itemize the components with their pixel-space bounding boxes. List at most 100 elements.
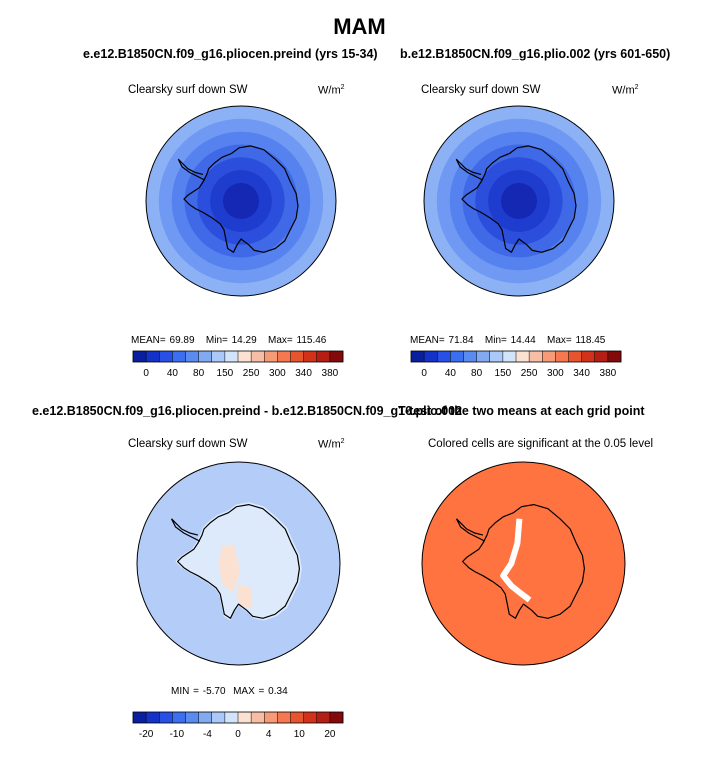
panel-1-colorbar-tick-label-7: 380 — [322, 368, 339, 379]
panel-1-colorbar-swatch-2 — [159, 351, 173, 362]
panel-2-map-map-border — [423, 105, 615, 297]
panel-2-colorbar-swatch-14 — [594, 351, 609, 362]
panel-1-colorbar-tick-label-3: 150 — [217, 368, 234, 379]
panel-2-map-ring-6 — [501, 183, 537, 219]
panel-3-colorbar-tick-label-4: 4 — [266, 729, 272, 740]
panel-3-colorbar-swatch-14 — [316, 712, 331, 723]
panel-1-colorbar: 0 40 80 150 250 300 340 380 — [132, 350, 344, 379]
panel-1-map — [145, 105, 337, 297]
panel-3-colorbar-swatch-1 — [146, 712, 160, 723]
panel-1-colorbar-swatch-12 — [290, 351, 304, 362]
panel-3-colorbar-tick-label-6: 20 — [324, 729, 336, 740]
panel-3-map — [136, 461, 341, 666]
panel-1-colorbar-swatch-1 — [146, 351, 160, 362]
panel-2-colorbar-swatch-2 — [437, 351, 451, 362]
panel-3-colorbar-tick-label-0: -20 — [139, 729, 154, 740]
panel-1-min-label: Min= — [205, 335, 228, 346]
panel-1-colorbar-tick-label-1: 40 — [167, 368, 179, 379]
panel-2-colorbar-tick-label-5: 300 — [547, 368, 564, 379]
panel-3-map-map-border — [136, 461, 341, 666]
panel-2-colorbar-swatch-5 — [476, 351, 491, 362]
panel-2-colorbar-tick-label-2: 80 — [471, 368, 483, 379]
panel-3-colorbar-swatch-8 — [238, 712, 252, 723]
panel-2-colorbar-swatch-6 — [489, 351, 504, 362]
panel-3-max-label: MAX = — [233, 686, 265, 697]
panel-2-colorbar-swatch-13 — [581, 351, 596, 362]
panel-3-colorbar-swatch-4 — [185, 712, 199, 723]
panel-2-colorbar-swatch-15 — [607, 351, 622, 362]
panel-2-colorbar-swatch-7 — [502, 351, 517, 362]
panel-1-colorbar-tick-label-4: 250 — [243, 368, 260, 379]
panel-2-colorbar-swatch-0 — [411, 351, 425, 362]
panel-1-colorbar-swatch-9 — [251, 351, 265, 362]
panel-2-colorbar-tick-label-4: 250 — [521, 368, 538, 379]
panel-3-colorbar-swatch-6 — [211, 712, 226, 723]
panel-2-colorbar-swatch-9 — [529, 351, 543, 362]
panel-4-map-insignificant-region — [500, 518, 532, 603]
panel-3-units: W/m2 — [318, 438, 345, 451]
panel-3-colorbar-swatch-13 — [303, 712, 318, 723]
panel-2-min-label: Min= — [484, 335, 507, 346]
panel-1-stats: MEAN= 69.89 Min= 14.29 Max= 115.46 — [131, 335, 326, 346]
panel-3-colorbar-tick-label-2: -4 — [203, 729, 212, 740]
panel-2-mean-label: MEAN= — [410, 335, 445, 346]
panel-3-colorbar-swatch-12 — [290, 712, 304, 723]
panel-3-colorbar-tick-label-3: 0 — [235, 729, 241, 740]
panel-1-map-map-border — [145, 105, 337, 297]
panel-3-min-label: MIN = — [171, 686, 199, 697]
panel-2-colorbar-tick-label-1: 40 — [445, 368, 457, 379]
panel-4-label: Colored cells are significant at the 0.0… — [428, 438, 654, 450]
panel-1-colorbar-tick-label-0: 0 — [143, 368, 149, 379]
panel-3-max: 0.34 — [268, 686, 288, 697]
panel-1-colorbar-swatch-14 — [316, 351, 331, 362]
panel-2-colorbar-swatch-10 — [542, 351, 556, 362]
panel-2-map — [423, 105, 615, 297]
panel-2-colorbar-swatch-12 — [568, 351, 582, 362]
panel-2-map-coastline — [461, 145, 577, 253]
panel-1-colorbar-swatch-10 — [264, 351, 278, 362]
panel-4-map-coastline — [461, 503, 585, 619]
panel-1-colorbar-swatch-7 — [224, 351, 239, 362]
figure-title: MAM — [333, 14, 386, 39]
panel-3-title: e.e12.B1850CN.f09_g16.pliocen.preind - b… — [32, 404, 463, 418]
panel-1-max: 115.46 — [296, 335, 327, 346]
panel-3-label: Clearsky surf down SW — [128, 438, 248, 450]
panel-2-colorbar-tick-label-0: 0 — [421, 368, 427, 379]
panel-3-colorbar-swatch-9 — [251, 712, 265, 723]
panel-1-min: 14.29 — [231, 335, 257, 346]
panel-1-label: Clearsky surf down SW — [128, 84, 248, 96]
panel-3-colorbar-swatch-10 — [264, 712, 278, 723]
panel-3-colorbar: -20 -10 -4 0 4 10 20 — [132, 711, 344, 740]
panel-3-colorbar-swatch-7 — [224, 712, 239, 723]
panel-3-min: -5.70 — [202, 686, 226, 697]
panel-2-map-peninsula-coastline — [455, 158, 484, 181]
panel-2-colorbar-tick-label-6: 340 — [573, 368, 590, 379]
panel-3-map-peninsula-coastline — [170, 518, 201, 542]
panel-1-mean: 69.89 — [169, 335, 195, 346]
panel-1-colorbar-swatch-15 — [329, 351, 344, 362]
panel-2-title: b.e12.B1850CN.f09_g16.plio.002 (yrs 601-… — [400, 47, 671, 61]
panel-3-colorbar-swatch-2 — [159, 712, 173, 723]
panel-2-colorbar-swatch-4 — [463, 351, 477, 362]
panel-3-map-coastline — [176, 503, 300, 619]
panel-2-max-label: Max= — [547, 335, 572, 346]
panel-4-map-significance-fill — [422, 462, 625, 665]
panel-1-max-label: Max= — [268, 335, 293, 346]
panel-4-map-map-border — [421, 461, 626, 666]
panel-2-colorbar-swatch-11 — [555, 351, 569, 362]
panel-3-colorbar-swatch-3 — [172, 712, 186, 723]
panel-3-colorbar-tick-label-5: 10 — [294, 729, 306, 740]
panel-2-stats: MEAN= 71.84 Min= 14.44 Max= 118.45 — [410, 335, 605, 346]
panel-2-label: Clearsky surf down SW — [421, 84, 541, 96]
panel-1-colorbar-swatch-6 — [211, 351, 226, 362]
panel-3-colorbar-swatch-11 — [277, 712, 291, 723]
panel-1-map-coastline — [183, 145, 299, 253]
panel-1-colorbar-swatch-13 — [303, 351, 318, 362]
panel-4-map-peninsula-coastline — [455, 518, 486, 542]
panel-2-colorbar-swatch-8 — [516, 351, 530, 362]
panel-3-stats: MIN = -5.70 MAX = 0.34 — [171, 686, 288, 697]
panel-2-units: W/m2 — [612, 84, 639, 97]
panel-2-max: 118.45 — [575, 335, 606, 346]
panel-1-colorbar-swatch-11 — [277, 351, 291, 362]
panel-1-colorbar-tick-label-2: 80 — [193, 368, 205, 379]
